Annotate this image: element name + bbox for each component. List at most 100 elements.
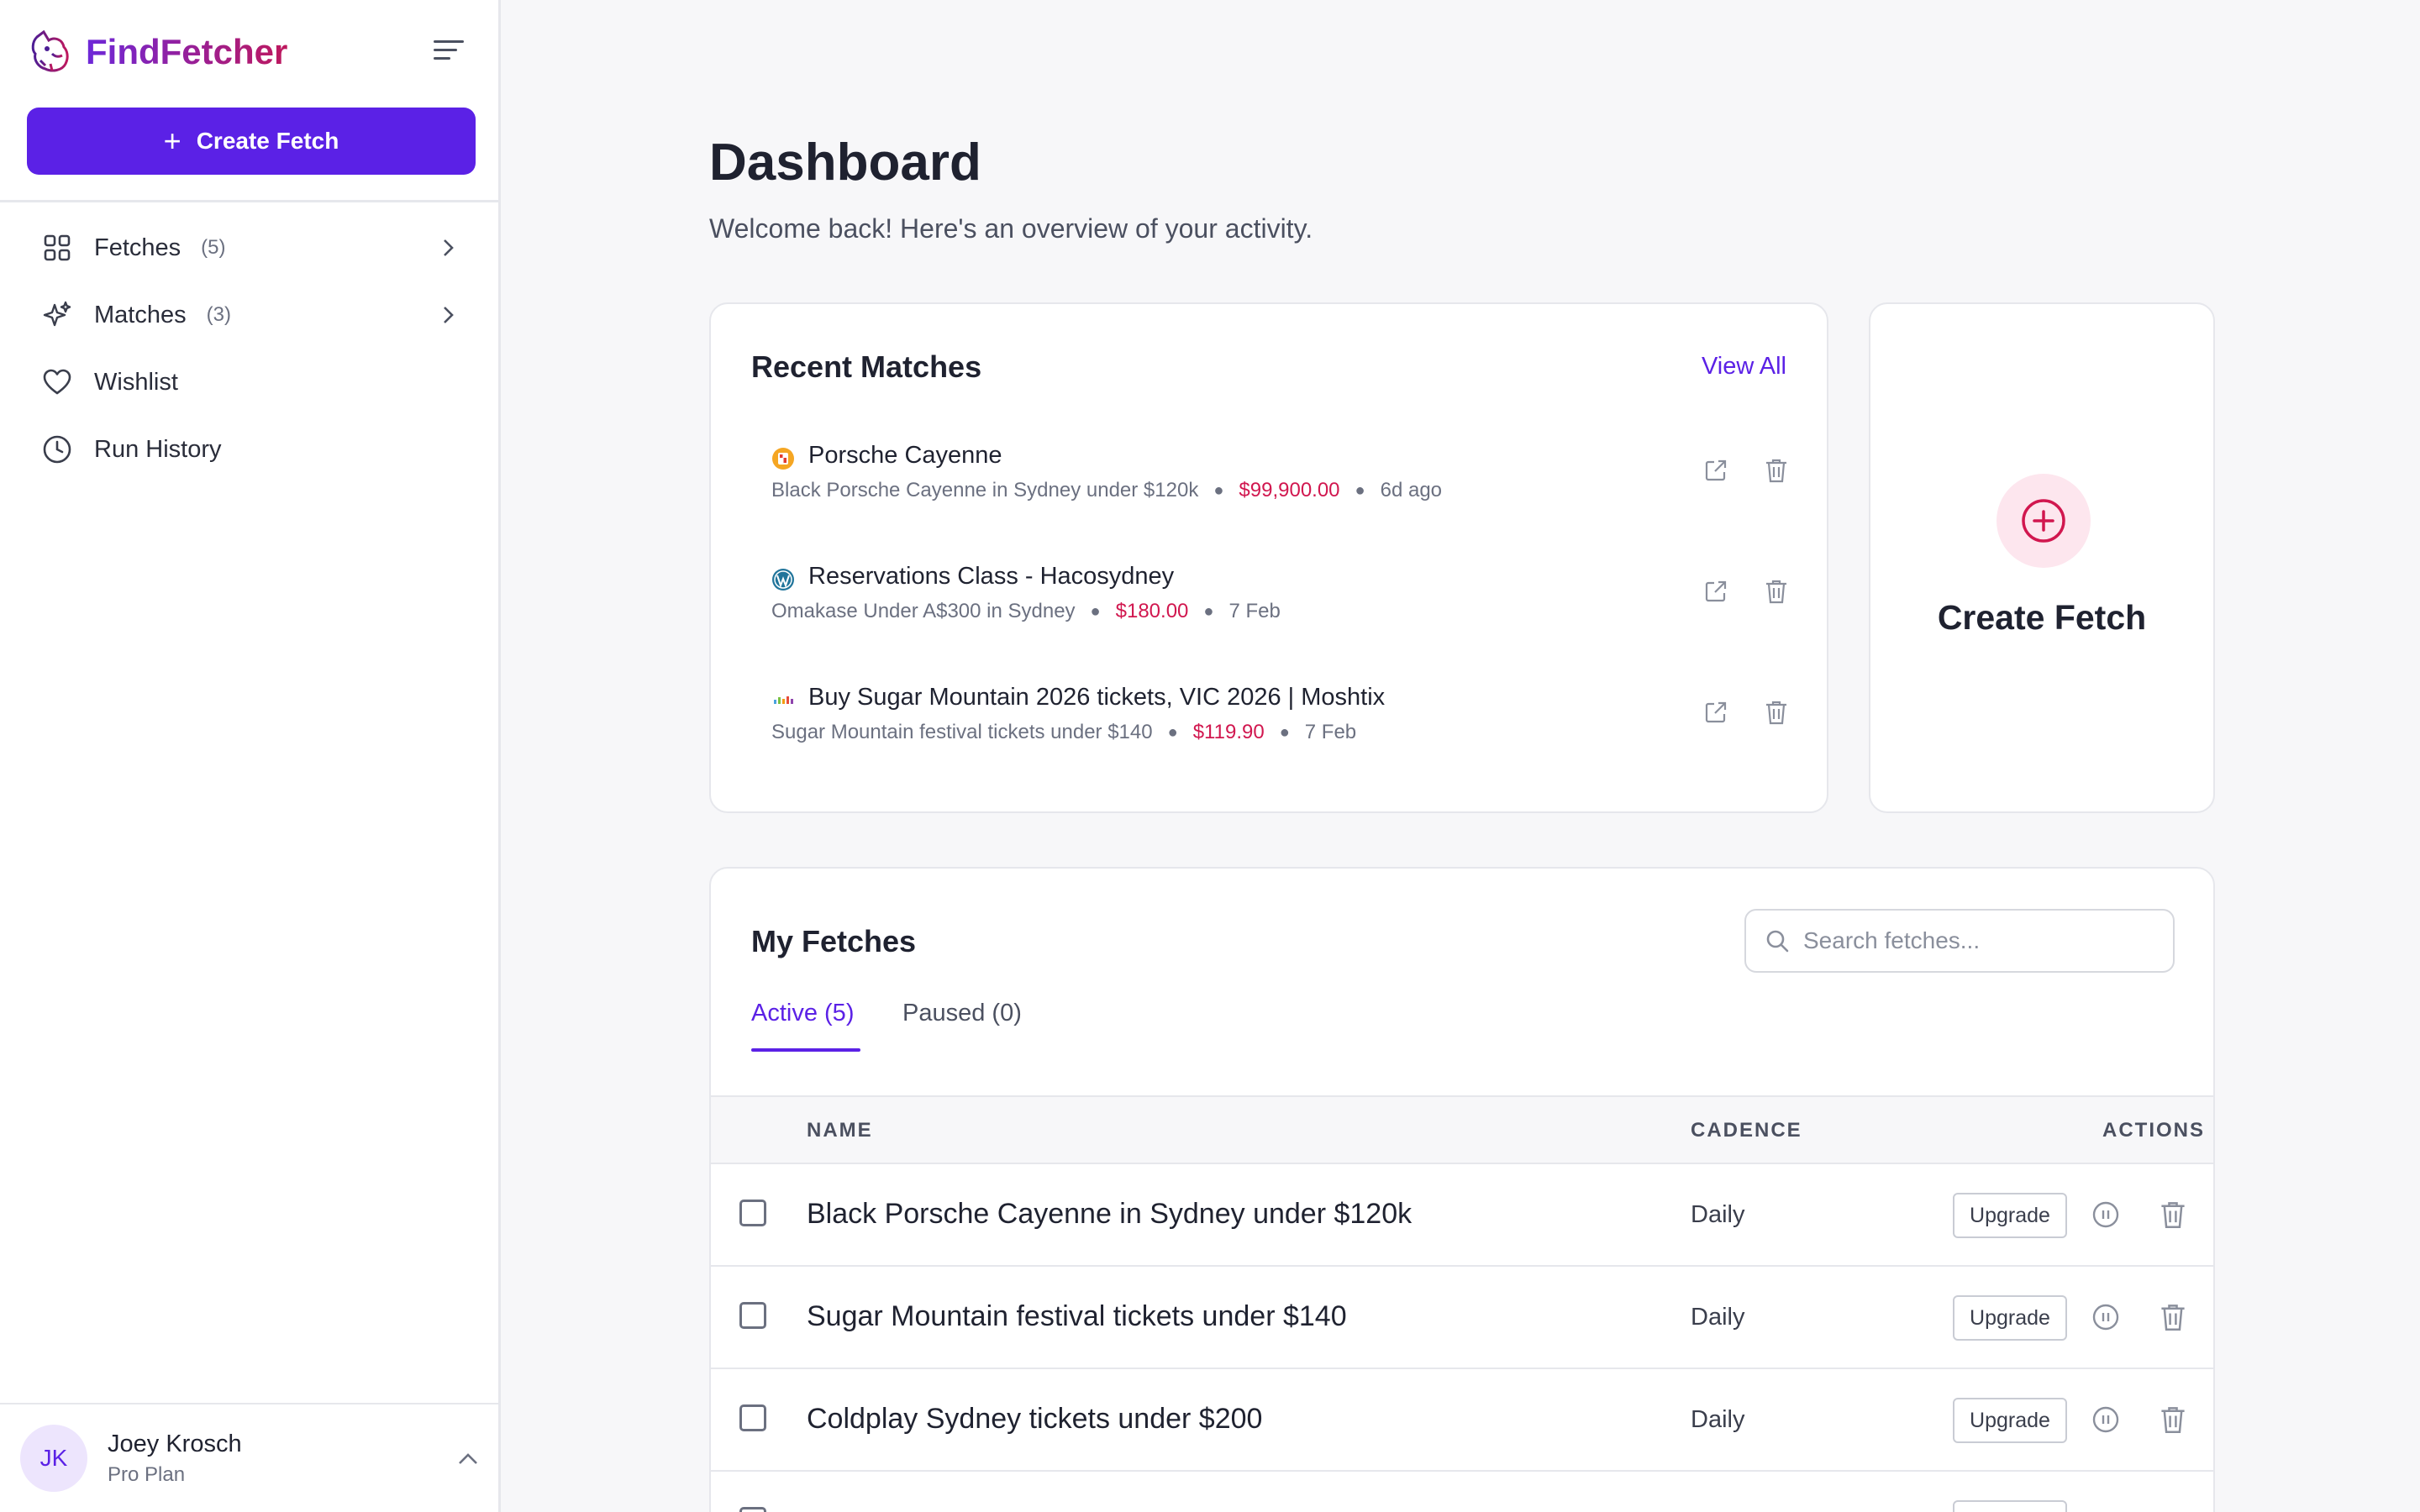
match-fetch-name: Omakase Under A$300 in Sydney <box>771 600 1076 622</box>
search-box[interactable] <box>1744 909 2175 973</box>
sidebar-item-label: Run History <box>94 435 222 463</box>
match-item[interactable]: Porsche Cayenne Black Porsche Cayenne in… <box>771 433 1786 526</box>
match-time: 7 Feb <box>1304 721 1357 743</box>
user-info: Joey Krosch Pro Plan <box>108 1431 242 1487</box>
chevron-right-icon <box>444 307 454 323</box>
sidebar-item-run-history[interactable]: Run History <box>0 416 498 483</box>
fetch-cadence: Daily <box>1691 1406 1745 1433</box>
open-external-icon[interactable] <box>1697 452 1734 489</box>
page-title: Dashboard <box>709 134 981 192</box>
user-name: Joey Krosch <box>108 1430 242 1457</box>
sidebar-item-wishlist[interactable]: Wishlist <box>0 349 498 416</box>
match-fetch-name: Black Porsche Cayenne in Sydney under $1… <box>771 479 1199 501</box>
fetch-cadence: Daily <box>1691 1304 1745 1331</box>
table-row[interactable]: Coldplay Sydney tickets under $200 Daily… <box>711 1369 2213 1472</box>
tab-active[interactable]: Active (5) <box>751 1000 855 1026</box>
row-checkbox[interactable] <box>739 1507 766 1512</box>
fetcher-dog-logo-icon <box>31 29 69 72</box>
match-time: 7 Feb <box>1228 600 1281 622</box>
row-checkbox[interactable] <box>739 1404 766 1431</box>
column-header-name[interactable]: NAME <box>807 1119 873 1142</box>
upgrade-button[interactable]: Upgrade <box>1953 1295 2067 1341</box>
tab-paused[interactable]: Paused (0) <box>902 1000 1022 1026</box>
match-meta: Omakase Under A$300 in Sydney ● $180.00 … <box>771 600 1281 622</box>
trash-icon[interactable] <box>1758 694 1795 731</box>
match-time: 6d ago <box>1380 479 1443 501</box>
table-row[interactable]: Sugar Mountain festival tickets under $1… <box>711 1267 2213 1369</box>
match-item[interactable]: Reservations Class - Hacosydney Omakase … <box>771 554 1786 647</box>
recent-matches-card: Recent Matches View All Porsche Cayenne … <box>709 302 1828 813</box>
moshtix-favicon-icon <box>774 696 793 704</box>
table-row[interactable] <box>711 1472 2213 1512</box>
chevron-up-icon <box>459 1453 477 1464</box>
view-all-link[interactable]: View All <box>1701 353 1786 380</box>
divider <box>0 200 498 202</box>
fetch-name[interactable]: Coldplay Sydney tickets under $200 <box>807 1403 1263 1435</box>
pause-icon[interactable] <box>2089 1198 2123 1231</box>
wordpress-favicon-icon <box>772 569 794 591</box>
chevron-right-icon <box>444 239 454 256</box>
plus-icon: + <box>163 123 182 158</box>
trash-icon[interactable] <box>2156 1401 2190 1438</box>
match-meta: Sugar Mountain festival tickets under $1… <box>771 721 1357 743</box>
sparkles-icon <box>42 300 72 330</box>
open-external-icon[interactable] <box>1697 573 1734 610</box>
fetch-name[interactable]: Black Porsche Cayenne in Sydney under $1… <box>807 1198 1413 1230</box>
table-header: NAME CADENCE ACTIONS <box>711 1095 2213 1164</box>
table-row[interactable]: Black Porsche Cayenne in Sydney under $1… <box>711 1164 2213 1267</box>
menu-toggle-icon[interactable] <box>434 40 464 66</box>
clock-icon <box>42 434 72 465</box>
sidebar-item-matches[interactable]: Matches (3) <box>0 281 498 349</box>
sidebar-item-count: (3) <box>206 303 231 326</box>
sidebar: FindFetcher + Create Fetch Fetches (5) M… <box>0 0 501 1512</box>
match-item[interactable]: Buy Sugar Mountain 2026 tickets, VIC 202… <box>771 675 1786 768</box>
column-header-cadence[interactable]: CADENCE <box>1691 1119 1802 1142</box>
sidebar-item-fetches[interactable]: Fetches (5) <box>0 214 498 281</box>
upgrade-button[interactable]: Upgrade <box>1953 1398 2067 1443</box>
avatar: JK <box>20 1425 87 1492</box>
search-input[interactable] <box>1803 927 2165 954</box>
row-checkbox[interactable] <box>739 1302 766 1329</box>
match-meta: Black Porsche Cayenne in Sydney under $1… <box>771 479 1443 501</box>
trash-icon[interactable] <box>2156 1299 2190 1336</box>
create-fetch-label: Create Fetch <box>196 128 339 154</box>
user-plan: Pro Plan <box>108 1462 186 1486</box>
match-price: $180.00 <box>1115 600 1189 622</box>
brand-name: FindFetcher <box>86 32 288 71</box>
match-title: Buy Sugar Mountain 2026 tickets, VIC 202… <box>808 684 1386 711</box>
match-title: Porsche Cayenne <box>808 442 1002 469</box>
sidebar-create-fetch-button[interactable]: + Create Fetch <box>27 108 476 175</box>
my-fetches-title: My Fetches <box>751 924 917 958</box>
grid-icon <box>42 233 72 263</box>
recent-matches-title: Recent Matches <box>751 349 982 384</box>
brand[interactable]: FindFetcher <box>27 25 287 79</box>
porsche-favicon-icon <box>772 448 794 470</box>
column-header-actions: ACTIONS <box>2102 1119 2205 1142</box>
match-fetch-name: Sugar Mountain festival tickets under $1… <box>771 721 1153 743</box>
sidebar-item-label: Matches <box>94 301 187 328</box>
open-external-icon[interactable] <box>1697 694 1734 731</box>
trash-icon[interactable] <box>1758 452 1795 489</box>
divider <box>0 1403 498 1404</box>
sidebar-nav: Fetches (5) Matches (3) Wishlist Run His… <box>0 214 498 483</box>
pause-icon[interactable] <box>2089 1403 2123 1436</box>
fetch-name[interactable]: Sugar Mountain festival tickets under $1… <box>807 1300 1347 1332</box>
match-price: $99,900.00 <box>1239 479 1340 501</box>
upgrade-button[interactable]: Upgrade <box>1953 1193 2067 1238</box>
my-fetches-card: My Fetches Active (5) Paused (0) NAME CA… <box>709 867 2215 1512</box>
plus-circle-icon <box>1996 474 2091 568</box>
search-icon <box>1766 930 1789 953</box>
pause-icon[interactable] <box>2089 1300 2123 1334</box>
create-fetch-card-label: Create Fetch <box>1937 598 2147 637</box>
sidebar-item-label: Wishlist <box>94 368 178 396</box>
match-price: $119.90 <box>1192 721 1265 743</box>
trash-icon[interactable] <box>1758 573 1795 610</box>
user-menu[interactable]: JK Joey Krosch Pro Plan <box>20 1423 482 1494</box>
sidebar-item-count: (5) <box>201 236 226 259</box>
trash-icon[interactable] <box>2156 1196 2190 1233</box>
page-subtitle: Welcome back! Here's an overview of your… <box>709 213 1313 244</box>
row-checkbox[interactable] <box>739 1200 766 1226</box>
create-fetch-card[interactable]: Create Fetch <box>1869 302 2215 813</box>
sidebar-item-label: Fetches <box>94 234 182 261</box>
upgrade-button[interactable] <box>1953 1500 2067 1512</box>
